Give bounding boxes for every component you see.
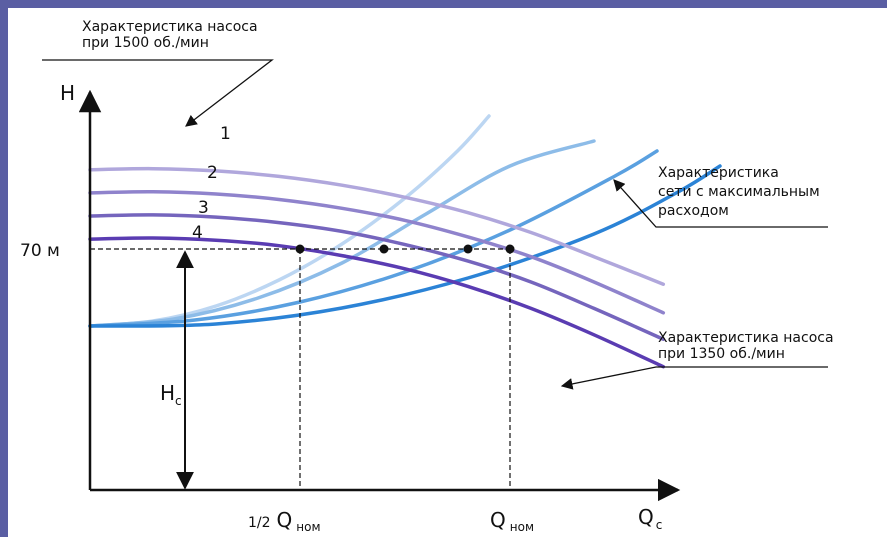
y-tick-70m: 70 м: [20, 241, 60, 261]
system-curve-2: [88, 139, 596, 328]
annotation-pointer-1500: [42, 59, 274, 127]
pump-curve-3: [88, 213, 666, 341]
chart-background: [8, 8, 887, 537]
svg-text:Характеристика: Характеристика: [658, 165, 779, 181]
pump-curve-1: [88, 166, 666, 286]
operating-point-4: [505, 244, 515, 254]
svg-text:Характеристика насоса: Характеристика насоса: [82, 19, 258, 35]
hc-label: Hc: [160, 381, 182, 408]
operating-point-3: [463, 244, 473, 254]
curve-label-3: 3: [198, 198, 209, 218]
annotation-pump-1500: Характеристика насоса при 1500 об./мин: [42, 19, 274, 127]
curve-label-1: 1: [220, 124, 231, 144]
y-axis-label: H: [60, 81, 75, 105]
pump-curve-4: [88, 236, 666, 369]
operating-point-1: [295, 244, 305, 254]
operating-points: [295, 244, 515, 254]
svg-text:расходом: расходом: [658, 203, 729, 219]
curve-label-4: 4: [192, 223, 203, 243]
annotation-system-max: Характеристика сети с максимальным расхо…: [613, 165, 828, 228]
svg-text:Характеристика насоса: Характеристика насоса: [658, 330, 834, 346]
pump-curve-2: [88, 190, 666, 315]
operating-point-2: [379, 244, 389, 254]
curves-layer: [88, 114, 722, 369]
annotation-pointer-1350: [560, 366, 828, 390]
system-curve-4: [88, 164, 722, 328]
annotation-pump-1350: Характеристика насоса при 1350 об./мин: [560, 330, 834, 390]
svg-text:при 1350 об./мин: при 1350 об./мин: [658, 346, 785, 362]
svg-text:при 1500 об./мин: при 1500 об./мин: [82, 35, 209, 51]
svg-text:сети с максимальным: сети с максимальным: [658, 184, 820, 200]
annotation-pointer-system: [613, 179, 828, 228]
curve-label-2: 2: [207, 163, 218, 183]
system-curve-3: [88, 149, 659, 328]
